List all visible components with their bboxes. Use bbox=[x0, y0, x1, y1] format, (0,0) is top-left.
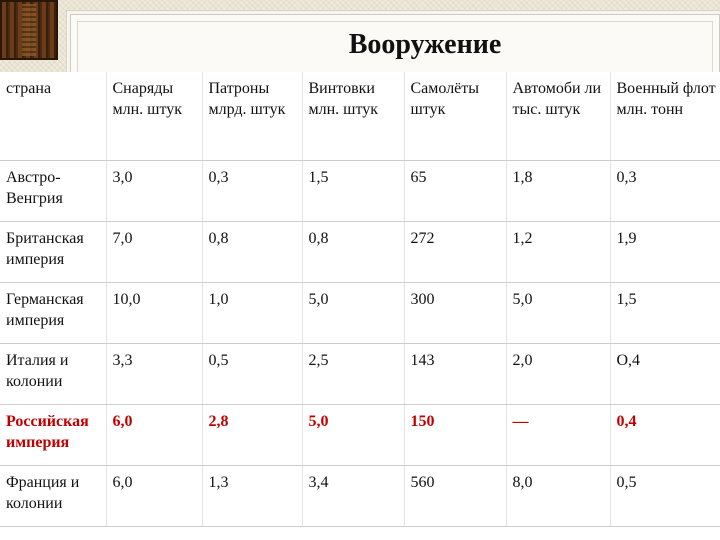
cell-shells: 3,3 bbox=[106, 343, 203, 405]
header-aircraft: Самолёты штук bbox=[404, 72, 507, 161]
cell-country: Италия и колонии bbox=[0, 343, 107, 405]
header-shells: Снаряды млн. штук bbox=[106, 72, 203, 161]
cell-navy: О,4 bbox=[610, 343, 720, 405]
table-row-highlighted: Российская империя 6,0 2,8 5,0 150 — 0,4 bbox=[0, 404, 720, 466]
table-row: Германская империя 10,0 1,0 5,0 300 5,0 … bbox=[0, 282, 720, 344]
decorative-wood-panel bbox=[0, 0, 58, 60]
cell-cartridges: 0,3 bbox=[202, 160, 303, 222]
cell-cartridges: 2,8 bbox=[202, 404, 303, 466]
table-header-row: страна Снаряды млн. штук Патроны млрд. ш… bbox=[0, 72, 720, 161]
cell-navy: 0,4 bbox=[610, 404, 720, 466]
header-vehicles: Автомоби ли тыс. штук bbox=[506, 72, 611, 161]
table-row: Италия и колонии 3,3 0,5 2,5 143 2,0 О,4 bbox=[0, 343, 720, 405]
cell-rifles: 5,0 bbox=[302, 404, 405, 466]
table-row: Австро-Венгрия 3,0 0,3 1,5 65 1,8 0,3 bbox=[0, 160, 720, 222]
cell-country: Франция и колонии bbox=[0, 465, 107, 527]
cell-aircraft: 150 bbox=[404, 404, 507, 466]
header-navy: Военный флот млн. тонн bbox=[610, 72, 720, 161]
cell-navy: 1,9 bbox=[610, 221, 720, 283]
cell-vehicles: 1,2 bbox=[506, 221, 611, 283]
cell-rifles: 0,8 bbox=[302, 221, 405, 283]
cell-vehicles: 1,8 bbox=[506, 160, 611, 222]
table-row: Франция и колонии 6,0 1,3 3,4 560 8,0 0,… bbox=[0, 465, 720, 527]
armament-table-container: страна Снаряды млн. штук Патроны млрд. ш… bbox=[0, 72, 720, 540]
cell-cartridges: 1,0 bbox=[202, 282, 303, 344]
cell-rifles: 2,5 bbox=[302, 343, 405, 405]
cell-cartridges: 0,5 bbox=[202, 343, 303, 405]
cell-vehicles: 5,0 bbox=[506, 282, 611, 344]
cell-aircraft: 560 bbox=[404, 465, 507, 527]
cell-shells: 10,0 bbox=[106, 282, 203, 344]
cell-country: Германская империя bbox=[0, 282, 107, 344]
cell-navy: 0,3 bbox=[610, 160, 720, 222]
cell-cartridges: 1,3 bbox=[202, 465, 303, 527]
title-card: Вооружение bbox=[70, 14, 720, 83]
cell-cartridges: 0,8 bbox=[202, 221, 303, 283]
cell-country: Австро-Венгрия bbox=[0, 160, 107, 222]
cell-vehicles: 8,0 bbox=[506, 465, 611, 527]
cell-rifles: 5,0 bbox=[302, 282, 405, 344]
cell-shells: 3,0 bbox=[106, 160, 203, 222]
cell-aircraft: 143 bbox=[404, 343, 507, 405]
cell-aircraft: 300 bbox=[404, 282, 507, 344]
cell-shells: 6,0 bbox=[106, 465, 203, 527]
cell-shells: 6,0 bbox=[106, 404, 203, 466]
slide-title: Вооружение bbox=[348, 29, 502, 60]
cell-country: Российская империя bbox=[0, 404, 107, 466]
cell-navy: 1,5 bbox=[610, 282, 720, 344]
header-country: страна bbox=[0, 72, 107, 161]
cell-rifles: 3,4 bbox=[302, 465, 405, 527]
cell-shells: 7,0 bbox=[106, 221, 203, 283]
armament-table: страна Снаряды млн. штук Патроны млрд. ш… bbox=[0, 72, 720, 527]
header-rifles: Винтовки млн. штук bbox=[302, 72, 405, 161]
cell-country: Британская империя bbox=[0, 221, 107, 283]
cell-navy: 0,5 bbox=[610, 465, 720, 527]
cell-aircraft: 65 bbox=[404, 160, 507, 222]
cell-vehicles: — bbox=[506, 404, 611, 466]
table-row: Британская империя 7,0 0,8 0,8 272 1,2 1… bbox=[0, 221, 720, 283]
cell-vehicles: 2,0 bbox=[506, 343, 611, 405]
cell-rifles: 1,5 bbox=[302, 160, 405, 222]
cell-aircraft: 272 bbox=[404, 221, 507, 283]
header-cartridges: Патроны млрд. штук bbox=[202, 72, 303, 161]
